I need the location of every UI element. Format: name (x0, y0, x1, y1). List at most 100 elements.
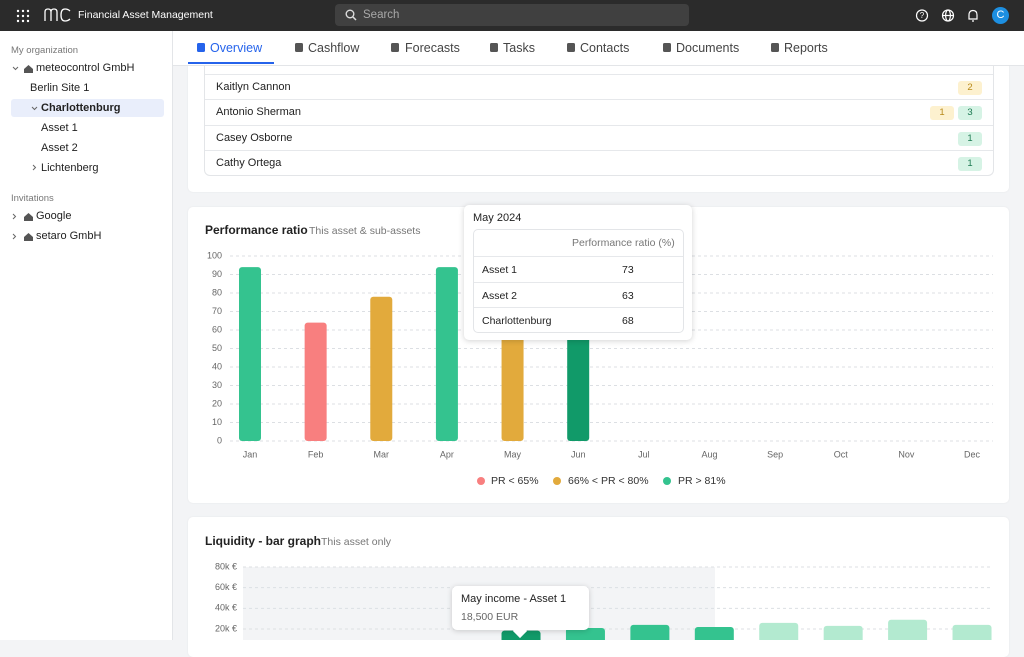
x-tick-label: Jan (243, 449, 258, 459)
tab-icon (490, 43, 498, 52)
legend-swatch (477, 477, 485, 485)
section-label: Invitations (11, 193, 54, 204)
tab[interactable]: Forecasts (405, 41, 460, 55)
tooltip: May income - Asset 1 18,500 EUR (452, 586, 589, 639)
bar (888, 619, 928, 640)
user-avatar[interactable]: C (992, 7, 1009, 24)
tooltip-title: May 2024 (473, 212, 522, 224)
count-badge: 1 (958, 157, 982, 171)
y-tick-label: 40k € (215, 603, 237, 613)
tree-icons (12, 65, 38, 241)
x-tick-label: Jun (571, 449, 586, 459)
tab[interactable]: Documents (676, 41, 740, 55)
x-tick-label: Nov (898, 449, 915, 459)
tab-icon (391, 43, 399, 52)
legend-label: PR < 65% (491, 475, 539, 487)
y-tick-label: 80 (212, 287, 222, 297)
bar (823, 625, 863, 640)
tab[interactable]: Contacts (580, 41, 630, 55)
legend-swatch (553, 477, 561, 485)
top-bar: Financial Asset Management Search ? C (0, 0, 1024, 31)
y-tick-label: 80k € (215, 561, 237, 571)
y-tick-label: 10 (212, 417, 222, 427)
tab[interactable]: Cashflow (308, 41, 360, 55)
svg-text:?: ? (920, 11, 925, 20)
y-tick-label: 100 (207, 250, 222, 260)
y-tick-label: 20 (212, 398, 222, 408)
y-tick-label: 60k € (215, 582, 237, 592)
contact-name: Kaitlyn Cannon (216, 80, 291, 93)
table-row[interactable]: Kaitlyn Cannon 2 (205, 73, 993, 100)
tooltip-row-value: 73 (622, 264, 634, 276)
search-icon (345, 9, 357, 21)
tree-item[interactable]: setaro GmbH (36, 230, 102, 242)
notifications-icon[interactable] (968, 9, 978, 22)
x-tick-label: Mar (374, 449, 390, 459)
y-tick-label: 70 (212, 306, 222, 316)
tab-bar: Overview Cashflow Forecasts Tasks Contac… (173, 31, 1024, 66)
y-tick-label: 50 (212, 343, 222, 353)
tree-item[interactable]: Berlin Site 1 (30, 82, 90, 94)
tab[interactable]: Tasks (503, 41, 535, 55)
header-icons: ? (915, 9, 978, 22)
table-row[interactable]: Casey Osborne 1 (205, 124, 993, 151)
tooltip-row-value: 63 (622, 289, 634, 302)
tooltip-row-name: Asset 2 (482, 289, 518, 302)
tooltip-title: May income - Asset 1 (461, 593, 567, 605)
tree-item[interactable]: Asset 2 (41, 142, 78, 154)
bar (239, 267, 261, 441)
tooltip-row-name: Charlottenburg (482, 315, 552, 327)
tree-item[interactable]: Asset 1 (41, 122, 78, 134)
tooltip-row-name: Asset 1 (482, 264, 518, 276)
tree-item[interactable]: meteocontrol GmbH (36, 62, 135, 74)
tooltip-row: Asset 2 63 (474, 281, 683, 308)
app-title: Financial Asset Management (78, 9, 213, 21)
y-tick-label: 30 (212, 380, 222, 390)
tree-item[interactable]: Charlottenburg (41, 102, 121, 114)
table-row[interactable]: Cathy Ortega 1 (205, 150, 993, 176)
contact-name: Antonio Sherman (216, 106, 301, 118)
bar (694, 626, 734, 640)
y-tick-label: 20k € (215, 623, 237, 633)
logo[interactable] (44, 8, 72, 22)
tree-item[interactable]: Google (36, 210, 72, 222)
tooltip: May 2024 Performance ratio (%) Asset 1 73… (464, 205, 692, 340)
x-tick-label: Jul (638, 449, 650, 459)
tab-icon (567, 43, 575, 52)
bar (952, 624, 992, 640)
active-tab-underline (188, 62, 274, 64)
chart-subtitle: This asset & sub-assets (309, 225, 420, 237)
contact-name: Cathy Ortega (216, 157, 282, 169)
tooltip-table: Performance ratio (%) Asset 1 73 Asset 2 63… (473, 229, 684, 333)
bar (304, 322, 327, 441)
tab-icon (663, 43, 671, 52)
count-badge: 3 (958, 106, 982, 120)
bar (501, 315, 524, 441)
x-tick-label: Oct (834, 449, 849, 459)
x-tick-label: Dec (964, 449, 981, 459)
legend-label: 66% < PR < 80% (568, 475, 649, 487)
x-tick-label: May (504, 449, 522, 459)
sidebar: My organization meteocontrol GmbH Berlin… (0, 31, 173, 640)
tab[interactable]: Overview (210, 41, 263, 55)
y-tick-label: 0 (217, 435, 222, 445)
apps-icon[interactable] (16, 9, 30, 23)
chart-title: Liquidity - bar graph (205, 534, 321, 548)
tooltip-column-header: Performance ratio (%) (572, 237, 675, 249)
table-row[interactable]: Antonio Sherman 1 3 (205, 99, 993, 125)
count-badge: 1 (958, 131, 982, 146)
y-tick-label: 90 (212, 269, 222, 279)
tooltip-value: 18,500 EUR (461, 611, 519, 623)
tooltip-row: Charlottenburg 68 (474, 307, 683, 333)
help-icon[interactable] (915, 9, 929, 22)
search-box[interactable]: Search (335, 4, 689, 26)
chart-title: Performance ratio (205, 223, 308, 237)
count-badge: 1 (930, 106, 954, 120)
bar (565, 627, 605, 640)
bar (435, 267, 458, 441)
tooltip-row: Asset 1 73 (474, 256, 683, 282)
bar (630, 624, 670, 640)
tab[interactable]: Reports (784, 41, 828, 55)
tree-item[interactable]: Lichtenberg (41, 162, 99, 174)
